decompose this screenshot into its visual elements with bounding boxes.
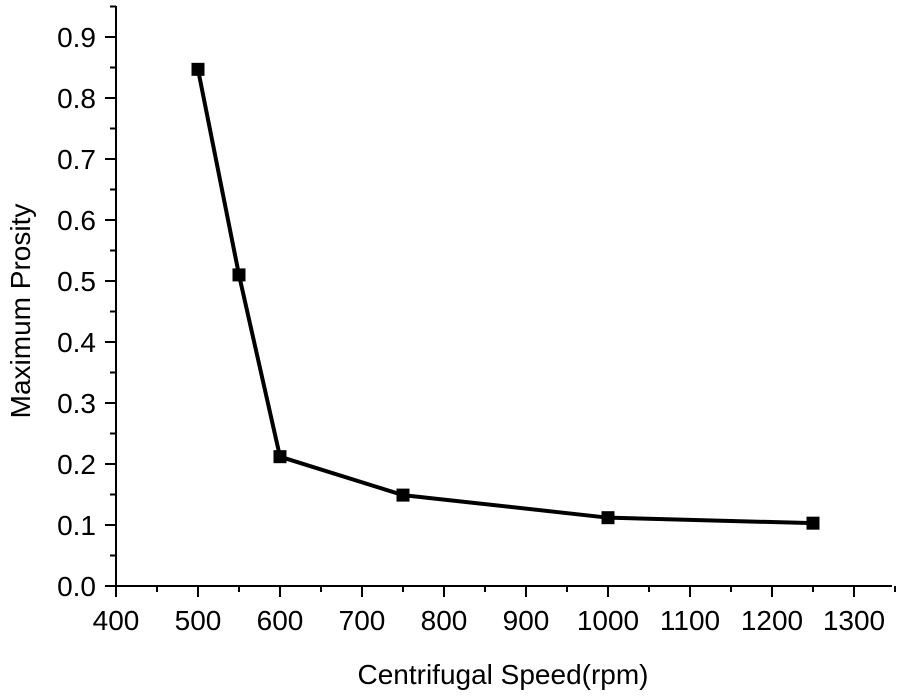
y-tick-label: 0.6 <box>57 205 96 236</box>
data-point-marker <box>601 511 615 525</box>
data-point-marker <box>273 450 287 464</box>
series <box>191 62 820 530</box>
data-point-marker <box>396 488 410 502</box>
x-tick-label: 700 <box>339 605 386 636</box>
y-tick-label: 0.5 <box>57 266 96 297</box>
x-tick-label: 1100 <box>660 605 720 636</box>
x-axis-title: Centrifugal Speed(rpm) <box>357 659 648 690</box>
y-tick-label: 0.0 <box>57 571 96 602</box>
data-point-marker <box>191 62 205 76</box>
x-tick-label: 900 <box>503 605 550 636</box>
y-tick-label: 0.1 <box>57 510 96 541</box>
y-tick-label: 0.8 <box>57 83 96 114</box>
y-tick-label: 0.3 <box>57 388 96 419</box>
x-tick-label: 400 <box>93 605 140 636</box>
x-tick-label: 500 <box>175 605 222 636</box>
y-tick-label: 0.2 <box>57 449 96 480</box>
x-tick-label: 800 <box>421 605 468 636</box>
x-tick-label: 1200 <box>741 605 803 636</box>
ticks: 400 500 600 700 800 900 1000 1100 1200 1300 0.0 0.1… <box>57 5 896 636</box>
data-point-marker <box>806 516 820 530</box>
x-tick-label: 600 <box>257 605 304 636</box>
y-tick-label: 0.4 <box>57 327 96 358</box>
x-tick-label: 1000 <box>577 605 639 636</box>
y-tick-label: 0.7 <box>57 144 96 175</box>
x-tick-label: 1300 <box>823 605 885 636</box>
data-point-marker <box>232 268 246 282</box>
y-axis-title: Maximum Prosity <box>5 204 36 419</box>
axes <box>115 6 892 587</box>
y-tick-label: 0.9 <box>57 22 96 53</box>
series-line <box>196 68 814 526</box>
